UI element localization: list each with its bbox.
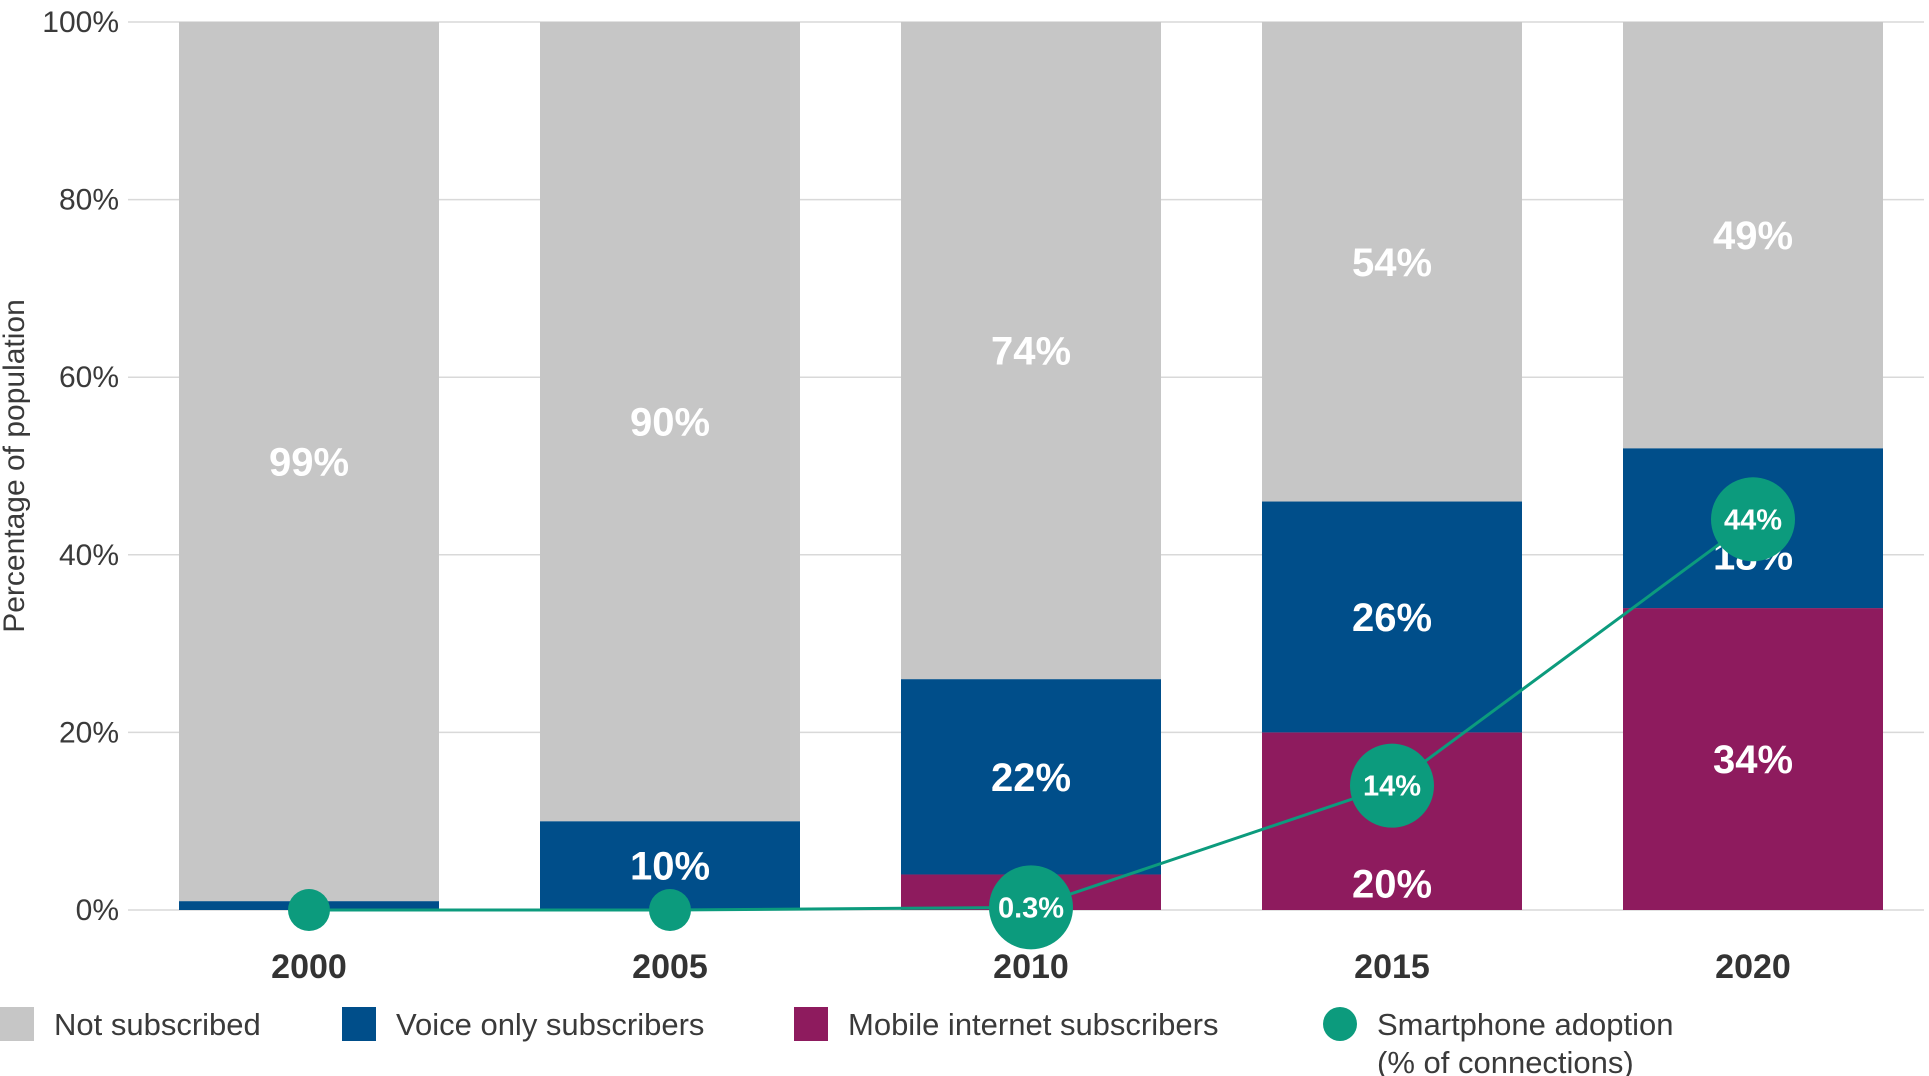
x-category-label: 2020 (1715, 948, 1791, 986)
smartphone-adoption-point (649, 889, 691, 931)
x-axis-ticks: 2000 2005 2010 2015 2020 (271, 948, 1791, 986)
y-tick-label: 40% (59, 539, 119, 572)
bar-segment (179, 22, 439, 902)
segment-value-label: 22% (991, 756, 1071, 800)
smartphone-value-label: 44% (1724, 504, 1782, 536)
x-category-label: 2005 (632, 948, 708, 986)
x-category-label: 2010 (993, 948, 1069, 986)
smartphone-value-label: 0.3% (998, 892, 1064, 924)
bar-segment (901, 679, 1161, 875)
smartphone-adoption-point (288, 889, 330, 931)
segment-value-label: 26% (1352, 596, 1432, 640)
x-category-label: 2000 (271, 948, 347, 986)
legend-label: Voice only subscribers (396, 1007, 704, 1042)
segment-value-label: 34% (1713, 738, 1793, 782)
bar-segment (1623, 608, 1883, 910)
segment-value-label: 99% (269, 441, 349, 485)
legend-label: Smartphone adoption (1377, 1007, 1673, 1042)
segment-value-label: 49% (1713, 214, 1793, 258)
y-axis-label: Percentage of population (0, 299, 31, 633)
smartphone-adoption-point (989, 865, 1073, 950)
smartphone-line: 0.3% 14% 44% (288, 477, 1795, 950)
legend-label-line2: (% of connections) (1377, 1045, 1634, 1076)
bar-segment (1623, 22, 1883, 449)
legend-swatch (0, 1007, 34, 1041)
bar-segment (1262, 22, 1522, 502)
x-category-label: 2015 (1354, 948, 1430, 986)
segment-labels: 99%10%90%22%74%20%26%54%34%18%49% (269, 214, 1793, 906)
segment-value-label: 10% (630, 845, 710, 889)
smartphone-adoption-point (1350, 743, 1434, 828)
y-tick-label: 100% (42, 6, 119, 39)
legend-swatch (794, 1007, 828, 1041)
legend-swatch-circle (1323, 1007, 1357, 1041)
smartphone-adoption-point (1711, 477, 1795, 562)
segment-value-label: 74% (991, 330, 1071, 374)
y-axis-ticks: 0% 20% 40% 60% 80% 100% (42, 6, 119, 927)
y-tick-label: 60% (59, 361, 119, 394)
legend-label: Mobile internet subscribers (848, 1007, 1218, 1042)
segment-value-label: 90% (630, 401, 710, 445)
y-tick-label: 20% (59, 716, 119, 749)
segment-value-label: 20% (1352, 862, 1432, 906)
legend-label: Not subscribed (54, 1007, 261, 1042)
bar-segment (901, 22, 1161, 680)
smartphone-value-label: 14% (1363, 771, 1421, 803)
legend-swatch (342, 1007, 376, 1041)
y-tick-label: 80% (59, 184, 119, 217)
legend: Not subscribed Voice only subscribers Mobi… (0, 1007, 1673, 1076)
segment-value-label: 54% (1352, 241, 1432, 285)
y-tick-label: 0% (76, 894, 119, 927)
bar-segment (540, 22, 800, 822)
bar-segment (1262, 501, 1522, 733)
